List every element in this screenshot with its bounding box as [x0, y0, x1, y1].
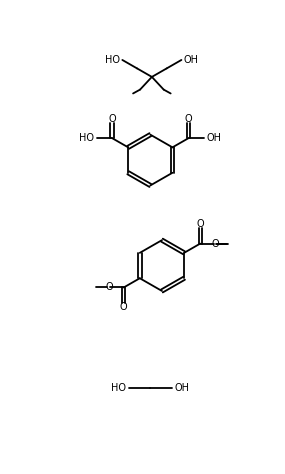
Text: OH: OH [206, 133, 221, 143]
Text: O: O [185, 114, 192, 124]
Text: O: O [108, 114, 116, 124]
Text: HO: HO [111, 383, 126, 393]
Text: OH: OH [184, 55, 199, 65]
Text: OH: OH [174, 383, 189, 393]
Text: HO: HO [105, 55, 120, 65]
Text: HO: HO [79, 133, 94, 143]
Text: O: O [211, 238, 219, 248]
Text: O: O [105, 283, 113, 292]
Text: O: O [196, 219, 204, 229]
Text: O: O [120, 302, 127, 312]
